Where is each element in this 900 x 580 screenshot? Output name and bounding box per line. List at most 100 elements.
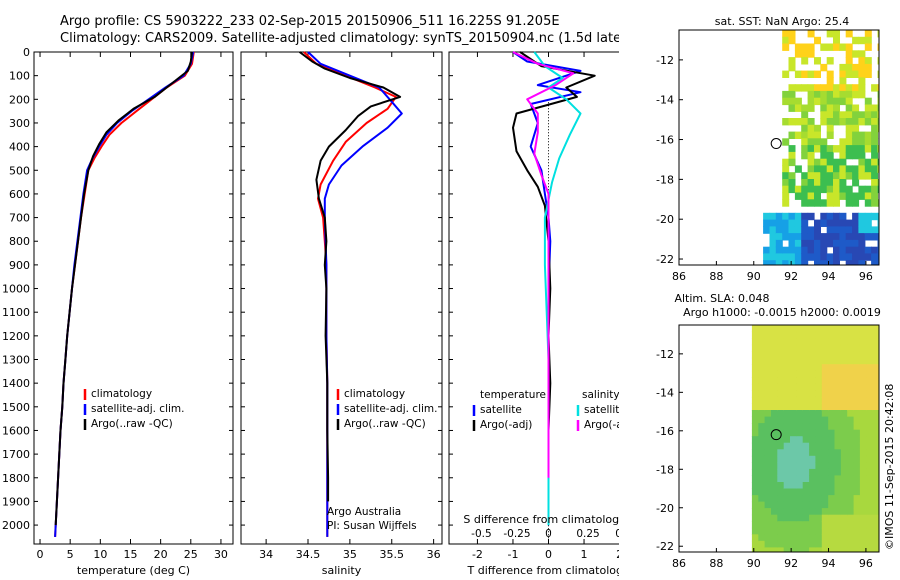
map-x-tick-label: 96 [859, 270, 873, 283]
map-y-tick-label: -12 [656, 54, 674, 67]
y-tick-label: 1100 [2, 306, 30, 319]
x-tick-label: 34.5 [296, 548, 321, 561]
y-tick-label: 1700 [2, 448, 30, 461]
map-x-tick-label: 86 [672, 270, 686, 283]
y-tick-label: 700 [9, 212, 30, 225]
y-tick-label: 600 [9, 188, 30, 201]
legend-label: Argo(..raw -QC) [344, 418, 426, 430]
sla-map-frame [678, 324, 880, 553]
plot-frame [33, 51, 234, 545]
x-tick-label: 20 [154, 548, 168, 561]
map-y-tick-label: -18 [656, 463, 674, 476]
map-y-tick-label: -14 [656, 94, 674, 107]
y-tick-label: 1800 [2, 472, 30, 485]
difference-panel: -2-1012T difference from climatologytemp… [448, 51, 649, 577]
y-tick-label: 1900 [2, 495, 30, 508]
x-tick-label: 0 [37, 548, 44, 561]
map-x-tick-label: 94 [822, 270, 836, 283]
map-x-tick-label: 94 [822, 557, 836, 570]
y-tick-label: 2000 [2, 519, 30, 532]
y-tick-label: 1400 [2, 377, 30, 390]
argo-location-marker [770, 138, 782, 150]
map-y-tick-label: -16 [656, 134, 674, 147]
x-tick-label: 5 [67, 548, 74, 561]
legend-label: climatology [344, 388, 405, 400]
sst-map-title: sat. SST: NaN Argo: 25.4 [715, 15, 849, 28]
x-tick-label: 1 [581, 548, 588, 561]
map-x-tick-label: 92 [784, 270, 798, 283]
series-line-argo-raw-qc- [298, 51, 402, 502]
legend-label: Argo(-adj) [480, 419, 532, 431]
sla-map-panel: 86 88 90 92 94 96 -12 -14 -16 -18 -20 -22 [619, 285, 900, 580]
x-tick-label: 35 [343, 548, 357, 561]
y-tick-label: 1300 [2, 354, 30, 367]
header-line1: Argo profile: CS 5903222_233 02-Sep-2015… [60, 14, 560, 29]
sst-map-panel: 86 88 90 92 94 96 -12 -14 -16 -18 -20 -22 [619, 0, 900, 305]
x-tick-label: 36 [427, 548, 441, 561]
map-x-tick-label: 88 [709, 270, 723, 283]
sst-map-frame [678, 29, 880, 266]
y-tick-label: 200 [9, 93, 30, 106]
plot-frame [240, 51, 443, 545]
y-tick-label: 1600 [2, 424, 30, 437]
annotation-text: Argo Australia [327, 506, 401, 518]
temperature-panel: 0 5 10 15 20 25 300100200300400500600700800900… [2, 46, 234, 577]
x-tick-label: -2 [472, 548, 483, 561]
x-axis-label: salinity [322, 564, 362, 577]
map-y-tick-label: -12 [656, 348, 674, 361]
sla-map-title: Altim. SLA: 0.048 [674, 292, 769, 305]
legend-label: satellite-adj. clim. [344, 403, 437, 415]
legend-label: climatology [91, 388, 152, 400]
y-tick-label: 100 [9, 70, 30, 83]
legend-title-salinity: salinity [582, 389, 620, 401]
secondary-axis-label: S difference from climatology [463, 513, 626, 526]
y-tick-label: 0 [23, 46, 30, 59]
legend-label: satellite [480, 404, 522, 416]
x-tick-label: 34 [259, 548, 273, 561]
sla-map-subtitle: Argo h1000: -0.0015 h2000: 0.0019 [683, 306, 881, 319]
x-tick-label: 15 [123, 548, 137, 561]
x-tick-label: 10 [93, 548, 107, 561]
s-tick-label: -0.25 [503, 528, 530, 540]
legend-label: Argo(..raw -QC) [91, 418, 173, 430]
argo-location-marker [770, 429, 782, 441]
header-line2: Climatology: CARS2009. Satellite-adjuste… [60, 31, 632, 46]
map-x-tick-label: 88 [709, 557, 723, 570]
series-line-argo-adj- [512, 51, 596, 502]
map-y-tick-label: -18 [656, 173, 674, 186]
series-line-argo-raw-qc- [54, 51, 193, 526]
x-axis-label: T difference from climatology [467, 564, 630, 577]
y-tick-label: 500 [9, 164, 30, 177]
series-line-argo-adj- [512, 51, 575, 478]
x-tick-label: 0 [545, 548, 552, 561]
map-y-tick-label: -20 [656, 502, 674, 515]
legend-title-temperature: temperature [480, 389, 546, 401]
legend-label: satellite-adj. clim. [91, 403, 184, 415]
map-x-tick-label: 96 [859, 557, 873, 570]
map-y-tick-label: -20 [656, 213, 674, 226]
map-y-tick-label: -16 [656, 425, 674, 438]
map-y-tick-label: -22 [656, 253, 674, 266]
map-x-tick-label: 86 [672, 557, 686, 570]
y-tick-label: 1000 [2, 283, 30, 296]
map-x-tick-label: 90 [747, 270, 761, 283]
x-tick-label: 30 [214, 548, 228, 561]
s-tick-label: -0.5 [471, 528, 492, 540]
x-tick-label: 35.5 [380, 548, 405, 561]
salinity-panel: 34 34.5 35 35.5 36 salinity climatology satelli… [240, 51, 443, 577]
map-x-tick-label: 90 [747, 557, 761, 570]
sla-cells [751, 325, 880, 555]
copyright-stamp: ©IMOS 11-Sep-2015 20:42:08 [883, 384, 896, 550]
map-y-tick-label: -14 [656, 386, 674, 399]
y-tick-label: 900 [9, 259, 30, 272]
y-tick-label: 400 [9, 141, 30, 154]
y-tick-label: 300 [9, 117, 30, 130]
annotation-text: PI: Susan Wijffels [327, 520, 417, 532]
x-tick-label: -1 [507, 548, 518, 561]
y-tick-label: 1200 [2, 330, 30, 343]
s-tick-label: 0.25 [576, 528, 599, 540]
legend-label: satellite [584, 404, 626, 416]
y-tick-label: 1500 [2, 401, 30, 414]
map-y-tick-label: -22 [656, 540, 674, 553]
